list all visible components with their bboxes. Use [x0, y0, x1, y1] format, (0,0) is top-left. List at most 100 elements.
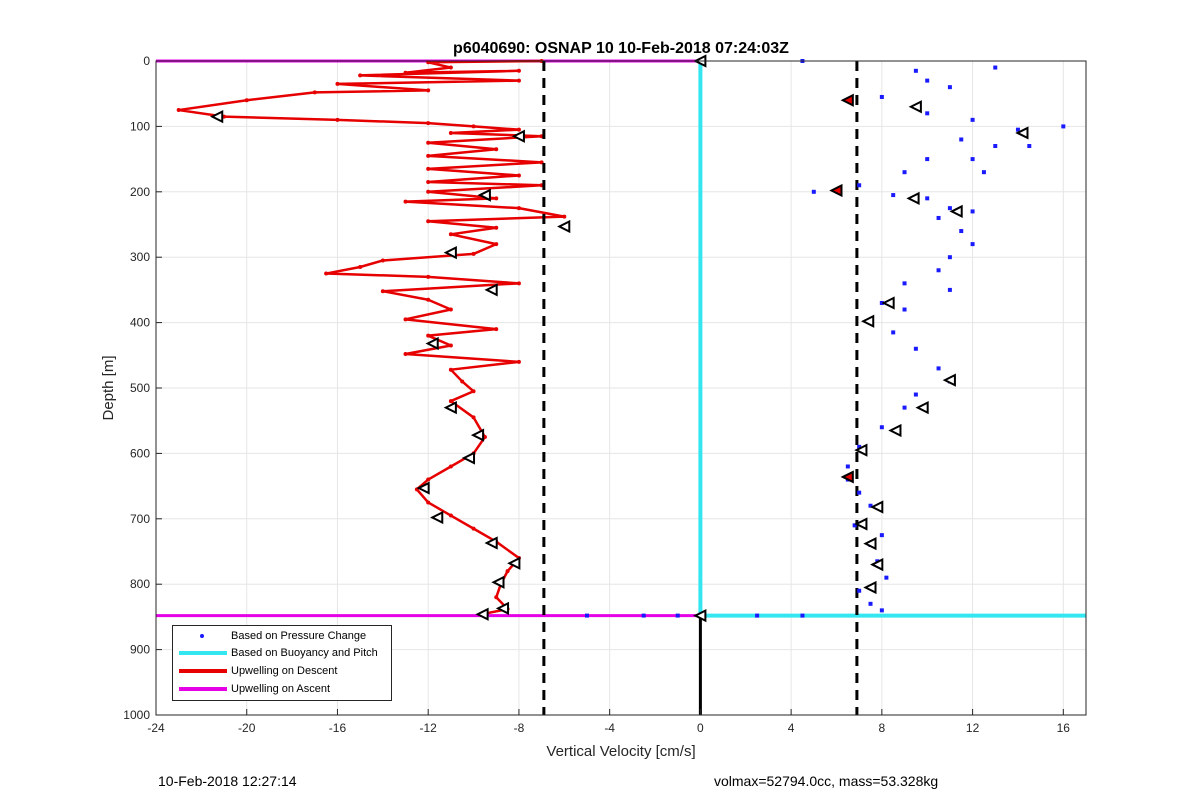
- descent-point: [403, 317, 408, 322]
- pressure-marker: [840, 93, 854, 107]
- descent-point: [426, 153, 431, 158]
- pressure-point: [857, 588, 862, 593]
- pressure-point: [913, 68, 918, 73]
- legend-symbol-descent: [179, 669, 227, 673]
- x-tick-label: -12: [420, 721, 438, 735]
- descent-point: [448, 65, 453, 70]
- descent-point: [460, 379, 465, 384]
- descent-point: [448, 367, 453, 372]
- pressure-marker: [829, 183, 843, 198]
- descent-point: [448, 307, 453, 312]
- pressure-marker: [854, 443, 868, 457]
- legend-label-ascent: Upwelling on Ascent: [231, 683, 331, 695]
- descent-marker: [693, 608, 707, 623]
- pressure-marker: [861, 314, 875, 328]
- descent-point: [448, 130, 453, 135]
- pressure-point: [852, 523, 857, 528]
- descent-marker: [507, 556, 521, 570]
- descent-point: [176, 108, 181, 113]
- y-tick-label: 600: [130, 446, 150, 460]
- axis-ticks: -24 -20 -16 -12 -8 -4 0 4 8 12 16 0 100 200 300 400 500 6…: [123, 54, 1070, 735]
- descent-point: [426, 166, 431, 171]
- pressure-point: [675, 613, 680, 618]
- descent-marker: [443, 246, 457, 260]
- pressure-point: [902, 281, 907, 286]
- pressure-marker: [854, 517, 868, 531]
- y-tick-label: 800: [130, 577, 150, 591]
- descent-point: [426, 88, 431, 93]
- pressure-marker: [908, 100, 922, 114]
- legend-item-pressure: Based on Pressure Change: [173, 628, 391, 645]
- pressure-point: [936, 215, 941, 220]
- legend-symbol-buoyancy: [179, 651, 227, 655]
- pressure-point: [879, 533, 884, 538]
- x-tick-label: -4: [604, 721, 615, 735]
- x-tick-label: 8: [879, 721, 886, 735]
- pressure-point: [1027, 144, 1032, 149]
- descent-point: [494, 242, 499, 247]
- descent-point: [471, 251, 476, 256]
- y-tick-label: 0: [143, 54, 150, 68]
- x-tick-label: -16: [329, 721, 347, 735]
- pressure-marker: [881, 296, 895, 310]
- y-tick-label: 200: [130, 185, 150, 199]
- legend-symbol-pressure: [200, 634, 204, 638]
- pressure-marker: [915, 401, 929, 415]
- pressure-point: [925, 157, 930, 162]
- x-tick-label: 12: [966, 721, 980, 735]
- pressure-marker: [906, 191, 920, 205]
- descent-point: [426, 121, 431, 126]
- descent-point: [312, 90, 317, 95]
- legend-item-buoyancy: Based on Buoyancy and Pitch: [173, 645, 391, 662]
- pressure-point: [902, 307, 907, 312]
- pressure-point: [868, 503, 873, 508]
- descent-point: [358, 265, 363, 270]
- pressure-marker: [1015, 126, 1029, 140]
- legend-label-pressure: Based on Pressure Change: [231, 630, 367, 642]
- pressure-marker: [870, 557, 884, 572]
- pressure-point: [925, 111, 930, 116]
- pressure-marker: [863, 580, 877, 595]
- descent-point: [471, 389, 476, 394]
- pressure-point: [936, 366, 941, 371]
- pressure-point: [879, 608, 884, 613]
- pressure-point: [947, 287, 952, 292]
- pressure-point: [913, 346, 918, 351]
- y-tick-label: 700: [130, 512, 150, 526]
- descent-point: [448, 464, 453, 469]
- descent-point: [516, 206, 521, 211]
- descent-point: [426, 297, 431, 302]
- descent-point: [403, 70, 408, 75]
- x-tick-label: -24: [147, 721, 165, 735]
- pressure-point: [857, 444, 862, 449]
- x-axis-label: Vertical Velocity [cm/s]: [546, 743, 695, 760]
- pressure-point: [902, 170, 907, 175]
- pressure-point: [970, 209, 975, 214]
- descent-point: [516, 68, 521, 73]
- x-tick-label: -8: [514, 721, 525, 735]
- pressure-point: [970, 242, 975, 247]
- descent-point: [426, 500, 431, 505]
- descent-point: [426, 179, 431, 184]
- descent-point: [471, 415, 476, 420]
- descent-point: [516, 281, 521, 286]
- descent-point: [426, 140, 431, 145]
- descent-marker: [477, 188, 491, 202]
- legend-label-descent: Upwelling on Descent: [231, 665, 338, 677]
- pressure-point: [947, 206, 952, 211]
- pressure-point: [891, 193, 896, 198]
- descent-point: [494, 196, 499, 201]
- descent-point: [516, 127, 521, 132]
- pressure-point: [970, 157, 975, 162]
- x-tick-label: -20: [238, 721, 256, 735]
- y-tick-label: 1000: [123, 708, 150, 722]
- pressure-point: [959, 229, 964, 234]
- pressure-point: [993, 144, 998, 149]
- descent-point: [380, 258, 385, 263]
- descent-point: [562, 214, 567, 219]
- legend-label-buoyancy: Based on Buoyancy and Pitch: [231, 647, 378, 659]
- pressure-marker: [942, 373, 956, 387]
- descent-point: [494, 595, 499, 600]
- pressure-point: [891, 330, 896, 335]
- pressure-point: [857, 183, 862, 188]
